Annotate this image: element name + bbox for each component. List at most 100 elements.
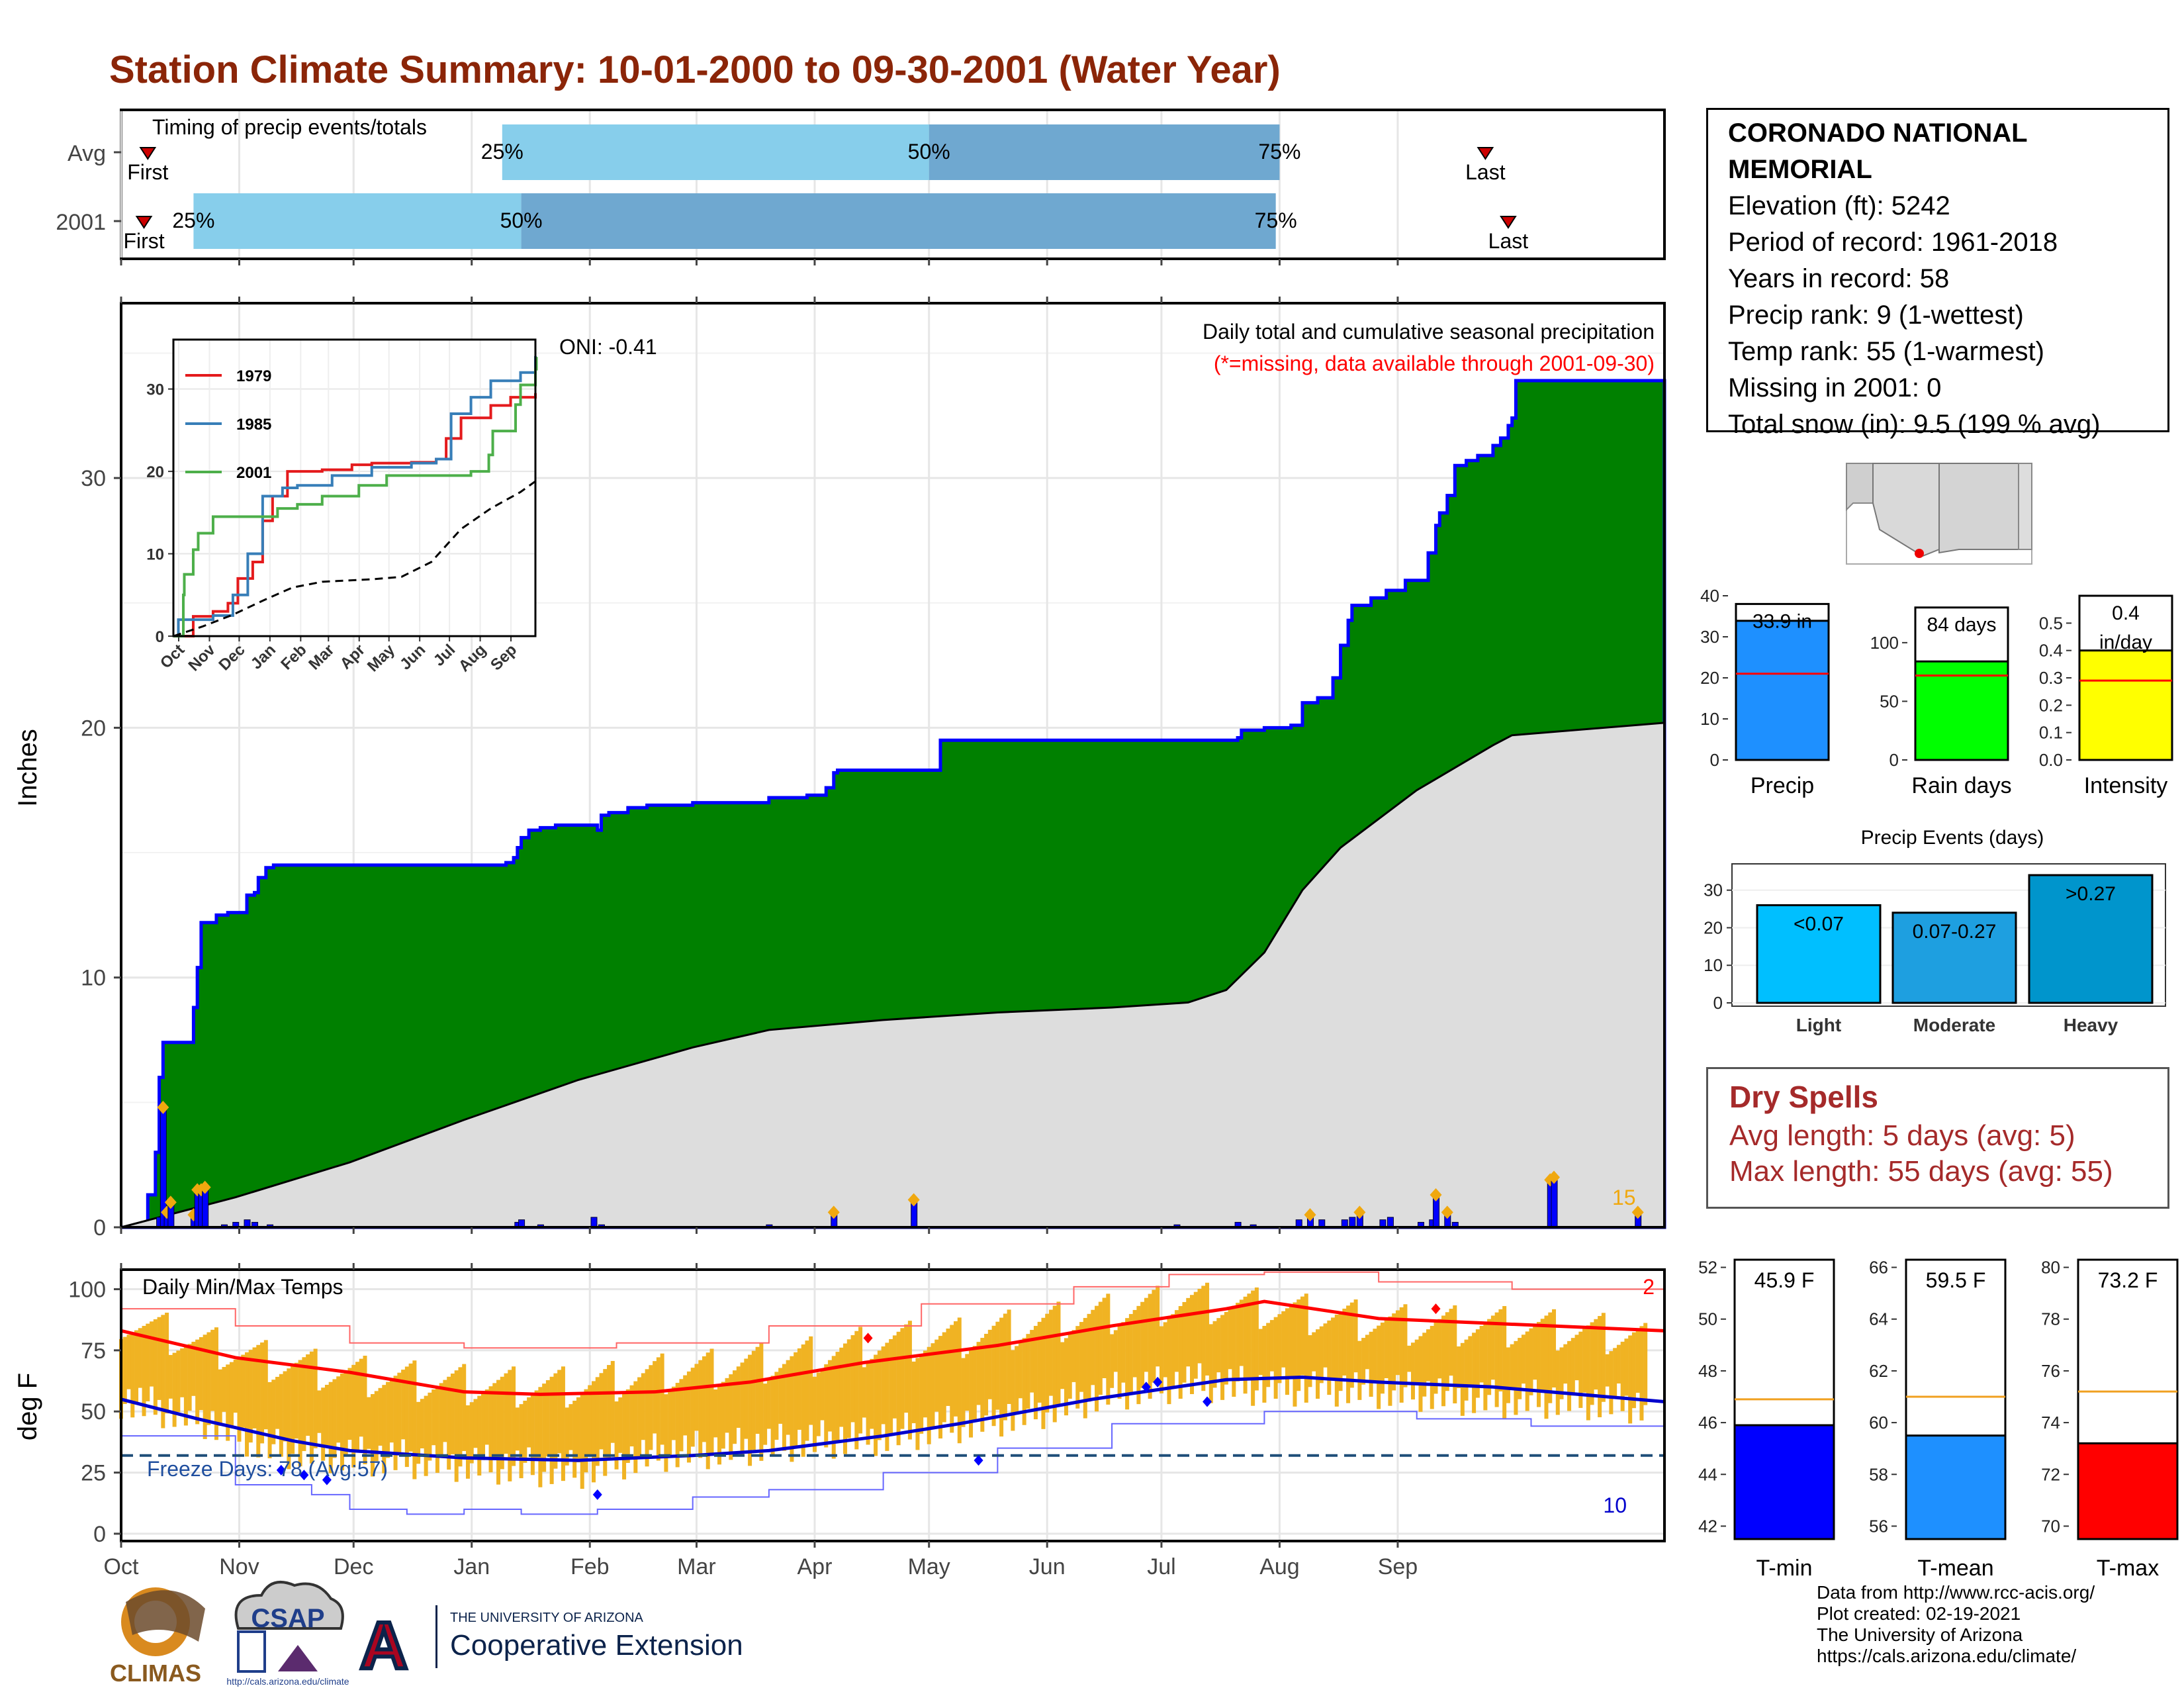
temp-range-bar	[584, 1389, 588, 1473]
temp-range-bar	[1521, 1335, 1525, 1384]
daily-precip-bars	[156, 1100, 1644, 1228]
temp-range-bar	[386, 1382, 390, 1458]
temp-range-bar	[1598, 1316, 1602, 1417]
summary-ytick-label: 0.5	[2039, 613, 2063, 633]
temp-range-bar	[1243, 1296, 1248, 1394]
temp-range-bar	[1414, 1339, 1419, 1384]
temp-range-bar	[1190, 1295, 1195, 1395]
summary-ytick-label: 40	[1700, 586, 1719, 606]
temp-summary-ytick-label: 46	[1698, 1413, 1717, 1432]
temp-range-bar	[1186, 1297, 1191, 1367]
station-name: CORONADO NATIONAL MEMORIAL	[1728, 118, 2027, 184]
temp-range-bar	[1201, 1286, 1206, 1391]
timing-pct-label: 50%	[908, 140, 950, 164]
summary-category-label: Rain days	[1911, 773, 2011, 798]
temp-range-bar	[1399, 1307, 1404, 1403]
record-max-line	[121, 1271, 1665, 1349]
inset-border	[172, 338, 537, 637]
temp-range-bar	[950, 1325, 954, 1433]
hot-count: 2	[1643, 1275, 1655, 1299]
temp-summary-ytick-label: 64	[1869, 1309, 1888, 1329]
temp-range-bar	[340, 1373, 344, 1471]
temp-range-bar	[317, 1390, 322, 1433]
locator-map	[1846, 463, 2032, 565]
temp-range-bar	[122, 1336, 127, 1404]
temp-range-bar	[565, 1407, 569, 1466]
temp-summary-category: T-mean	[1917, 1556, 1993, 1581]
university-of-arizona-logo: A THE UNIVERSITY OF ARIZONA Cooperative …	[358, 1605, 743, 1685]
temp-range-bar	[610, 1360, 615, 1443]
temp-range-bar	[900, 1328, 905, 1429]
temp-range-bar	[309, 1351, 314, 1464]
temp-range-bar	[751, 1350, 756, 1450]
temp-ytick-label: 75	[81, 1338, 106, 1364]
first-marker	[135, 216, 153, 229]
temp-range-bar	[150, 1321, 154, 1387]
inset-ytick-label: 0	[156, 628, 164, 646]
temp-range-bar	[1540, 1319, 1545, 1391]
temp-range-bar	[911, 1361, 916, 1423]
temp-range-bar	[927, 1346, 931, 1444]
temp-range-bar	[275, 1376, 280, 1429]
temp-range-bar	[1083, 1317, 1087, 1419]
record-low-point	[276, 1464, 286, 1476]
temp-range-bar	[607, 1365, 612, 1460]
temp-range-bar	[359, 1358, 363, 1437]
temp-range-bar	[523, 1400, 527, 1463]
temp-range-bar	[679, 1379, 684, 1452]
temp-range-bar	[1342, 1308, 1347, 1376]
temp-range-bar	[835, 1352, 840, 1443]
average-min-line	[120, 1376, 1665, 1462]
svg-text:CLIMAS: CLIMAS	[110, 1660, 201, 1687]
last-label: Last	[1488, 229, 1529, 253]
temp-range-bar	[991, 1325, 996, 1427]
events-ytick-label: 20	[1704, 917, 1723, 937]
temp-range-bar	[1552, 1309, 1557, 1388]
daily-precip-bar	[1387, 1217, 1394, 1228]
station-precip-rank: Precip rank: 9 (1-wettest)	[1728, 301, 2024, 330]
temp-range-bar	[1403, 1304, 1408, 1387]
heavy-precip-marker	[157, 1100, 169, 1114]
temp-range-bar	[420, 1399, 424, 1449]
record-low-point	[592, 1489, 602, 1500]
month-label: May	[908, 1554, 950, 1579]
temp-range-bar	[206, 1332, 211, 1425]
temp-range-bar	[260, 1342, 265, 1444]
temp-range-bar	[1479, 1325, 1484, 1383]
temp-range-bar	[782, 1364, 786, 1451]
temp-range-bar	[1449, 1309, 1453, 1376]
temp-range-bar	[1472, 1333, 1477, 1413]
temp-range-bar	[306, 1354, 310, 1436]
summary-ytick-label: 0.0	[2039, 750, 2063, 770]
temp-range-bar	[1132, 1309, 1137, 1378]
temp-range-bar	[195, 1339, 200, 1425]
temp-range-bar	[938, 1336, 942, 1439]
summary-ytick-label: 0	[1710, 750, 1719, 770]
temp-range-bar	[126, 1335, 131, 1389]
temp-range-bar	[1361, 1338, 1366, 1385]
temp-range-bar	[675, 1383, 680, 1468]
summary-ytick-label: 0.2	[2039, 695, 2063, 715]
temp-range-bar	[740, 1362, 745, 1455]
temp-range-bar	[778, 1368, 783, 1424]
temp-range-bar	[183, 1346, 188, 1426]
first-label: First	[127, 160, 168, 184]
temp-range-bar	[1487, 1319, 1492, 1395]
temp-range-bar	[1620, 1341, 1625, 1411]
events-bar-label: 0.07-0.27	[1913, 921, 1997, 943]
inset-legend-label: 1979	[236, 367, 271, 385]
temp-range-bar	[1052, 1305, 1057, 1423]
temp-range-bar	[256, 1344, 261, 1458]
temp-range-bar	[1407, 1345, 1412, 1372]
temp-range-bar	[797, 1348, 801, 1430]
temp-range-bar	[885, 1342, 889, 1451]
temp-range-bar	[854, 1331, 859, 1450]
temp-range-bar	[252, 1347, 257, 1429]
temp-range-bar	[668, 1390, 672, 1456]
station-info-box: CORONADO NATIONAL MEMORIAL Elevation (ft…	[1706, 108, 2169, 439]
temp-range-bar	[1635, 1329, 1640, 1393]
temp-range-bar	[347, 1368, 352, 1440]
temp-range-bar	[694, 1364, 699, 1431]
temp-range-bar	[1266, 1323, 1271, 1387]
temp-range-bar	[660, 1353, 664, 1445]
